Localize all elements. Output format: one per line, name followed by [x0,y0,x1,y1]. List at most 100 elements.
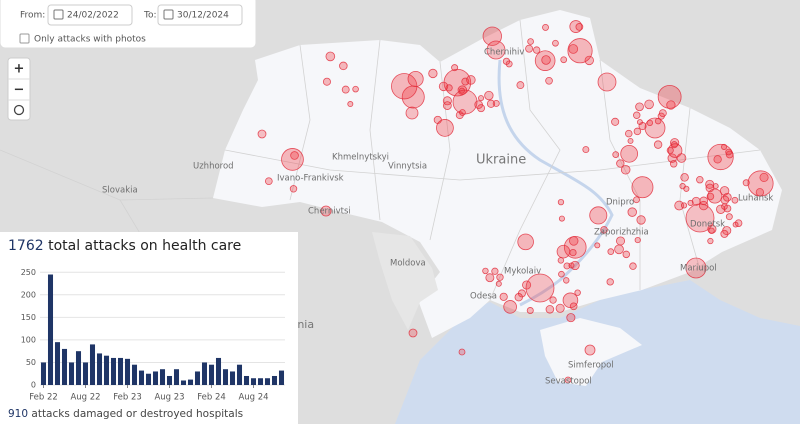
attack-marker [676,153,687,163]
attack-marker [569,302,578,311]
attack-marker [405,106,419,120]
map-label: Khmelnytskyi [332,153,389,163]
attack-marker [264,177,273,186]
attack-marker [734,219,743,227]
from-input[interactable] [47,4,133,26]
attack-marker [720,229,729,238]
attack-marker [723,204,732,213]
attack-marker [644,99,654,110]
to-input[interactable] [157,4,243,26]
attack-marker [706,192,715,201]
attack-marker [622,250,630,259]
zoom-in[interactable]: + [14,62,25,77]
y-tick-label: 100 [21,335,36,344]
attack-marker [589,206,608,225]
attack-marker [526,307,534,315]
attack-marker [575,23,584,31]
bar [159,369,166,385]
attack-marker [725,148,732,156]
attack-marker [687,199,694,207]
attack-marker [491,267,499,275]
bar [215,357,222,385]
zoom-out[interactable]: − [14,83,25,98]
reset-button[interactable] [13,104,25,116]
attack-marker [514,293,523,302]
attack-marker [458,348,466,356]
attack-marker [627,207,637,217]
attack-marker [281,148,304,171]
y-tick-label: 50 [26,358,36,367]
moldova [372,232,438,330]
x-tick-label: Aug 24 [238,393,268,403]
attack-marker [634,236,641,244]
attack-marker [436,119,454,137]
attack-marker [325,51,336,62]
attack-marker [732,221,739,228]
attack-marker [339,61,348,71]
attack-marker [606,278,614,286]
attack-marker [478,95,485,102]
bar [166,375,173,385]
attack-marker [721,143,728,150]
attack-marker [322,77,331,86]
attack-marker [545,305,555,314]
attack-marker [683,185,690,192]
attack-marker [496,273,504,281]
attack-marker [597,72,617,92]
attack-marker [612,151,620,158]
bar [201,362,208,385]
attack-marker [707,143,734,171]
map-label: Mykolaiv [504,267,541,277]
attack-marker [352,85,359,93]
attack-marker [567,38,593,64]
x-tick-label: Feb 24 [197,393,226,403]
attack-marker [486,40,506,60]
attack-marker [666,100,676,110]
bar [82,362,89,385]
attack-marker [495,280,502,287]
attack-marker [541,55,551,65]
attack-marker [636,215,646,225]
attack-marker [499,292,508,301]
map-label: Luhansk [738,194,773,204]
attack-marker [563,277,570,284]
attack-marker [616,159,625,168]
attack-marker [569,236,579,246]
calendar-icon [163,9,174,20]
attack-marker [614,244,624,255]
filter-panel: From: 24/02/2022 To: 30/12/2024 Only att… [0,0,257,49]
map-label: Donetsk [690,220,725,230]
y-tick-label: 250 [21,268,36,277]
bar [138,370,145,385]
map-label: Zaporizhzhia [594,228,649,238]
attack-marker [707,188,723,204]
attack-marker [653,140,663,149]
bar [96,353,103,385]
attack-marker [708,227,715,234]
attack-marker [611,117,620,126]
attack-marker [560,56,568,64]
attack-marker [747,170,774,197]
attack-marker [633,111,641,119]
bar [54,342,61,385]
to-label: To: [143,11,157,21]
attack-marker [658,109,667,118]
footer: 910 attacks damaged or destroyed hospita… [8,408,243,420]
attack-marker [625,129,633,138]
attack-marker [347,101,354,108]
attack-marker [556,244,571,259]
attack-marker [594,242,601,249]
attack-marker [685,257,707,279]
attack-marker [620,165,631,175]
to-date: 30/12/2024 [177,11,229,21]
map-labels: Chernihiv Khmelnytskyi Vinnytsia Ukraine… [102,48,773,387]
attack-marker [557,257,565,264]
map-label: Mariupol [680,264,717,274]
photos-checkbox[interactable] [19,33,30,44]
attack-marker [516,81,525,90]
bar [194,371,201,385]
attack-marker [633,127,642,136]
zoom-box [7,57,31,121]
bar [40,362,47,385]
